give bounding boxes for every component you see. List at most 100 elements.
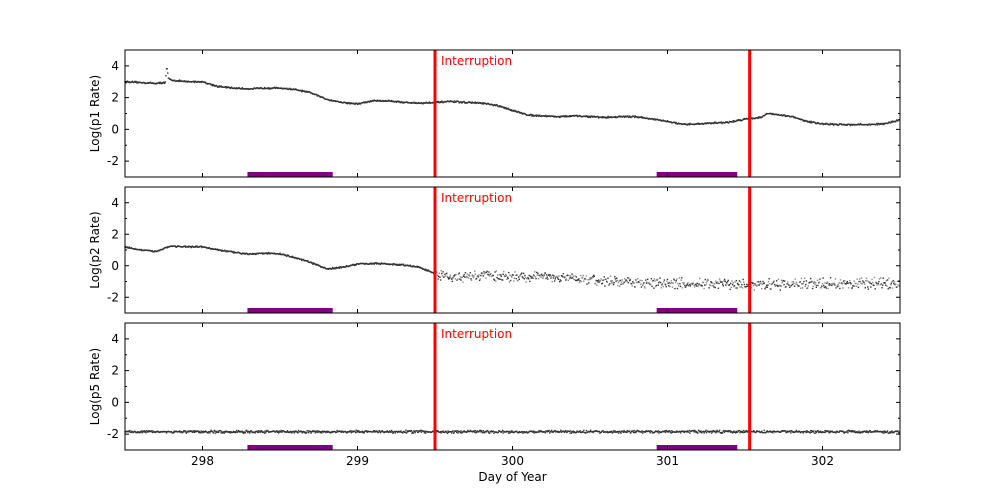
data-point <box>237 431 239 433</box>
data-point <box>867 124 869 126</box>
data-point <box>519 275 521 277</box>
data-point <box>511 430 514 432</box>
data-point <box>743 431 746 433</box>
data-point <box>792 116 795 118</box>
data-point <box>858 430 860 432</box>
data-point <box>379 431 382 434</box>
data-point <box>267 430 269 432</box>
data-point <box>793 285 796 287</box>
data-point <box>319 431 321 434</box>
data-point <box>589 116 592 119</box>
data-point <box>485 271 488 274</box>
data-point <box>664 283 667 286</box>
data-point <box>853 431 855 433</box>
data-point <box>689 285 692 287</box>
data-point <box>694 429 696 432</box>
data-point <box>891 431 894 434</box>
data-point <box>388 431 390 433</box>
data-point <box>438 100 440 103</box>
data-point <box>850 431 852 433</box>
data-point <box>157 82 159 85</box>
y-tick-label: 4 <box>111 332 119 346</box>
data-point <box>890 282 893 285</box>
data-point <box>697 432 699 434</box>
data-point <box>480 274 482 277</box>
data-point <box>197 430 199 433</box>
data-point <box>894 120 897 123</box>
data-point <box>743 429 745 432</box>
data-point <box>454 274 456 276</box>
data-point <box>134 247 136 250</box>
data-point <box>638 281 641 284</box>
data-point <box>168 77 170 80</box>
data-point <box>826 281 829 283</box>
data-point <box>348 430 351 433</box>
data-point <box>447 276 449 279</box>
data-point <box>469 430 471 433</box>
data-point <box>747 284 749 286</box>
data-point <box>572 275 574 277</box>
data-point <box>485 277 487 279</box>
data-point <box>348 102 351 104</box>
data-point <box>592 431 594 434</box>
data-point <box>864 287 866 289</box>
data-point <box>147 431 149 433</box>
data-point <box>846 430 848 432</box>
data-point <box>463 430 465 432</box>
data-point <box>214 430 216 432</box>
data-point <box>642 283 645 285</box>
data-point <box>457 273 460 276</box>
data-point <box>813 281 816 283</box>
data-point <box>130 246 132 249</box>
data-point <box>173 430 175 433</box>
data-point <box>648 430 651 433</box>
data-point <box>666 278 669 281</box>
data-point <box>741 287 744 289</box>
data-point <box>801 287 804 289</box>
data-point <box>635 431 637 434</box>
data-point <box>182 431 184 433</box>
data-point <box>739 281 742 283</box>
data-point <box>506 278 508 280</box>
data-point <box>891 281 893 283</box>
data-point <box>302 258 305 261</box>
data-point <box>633 429 635 432</box>
data-point <box>452 430 454 432</box>
data-point <box>628 279 631 282</box>
data-point <box>773 430 775 432</box>
data-point <box>341 430 344 433</box>
data-point <box>446 432 449 434</box>
data-point <box>620 283 622 285</box>
data-point <box>427 269 429 271</box>
data-point <box>859 280 862 283</box>
data-point <box>356 102 358 104</box>
data-point <box>681 287 684 289</box>
y-tick-label: 2 <box>111 364 119 378</box>
data-point <box>632 281 634 283</box>
data-point <box>636 281 638 284</box>
data-point <box>263 87 265 90</box>
data-point <box>412 432 414 434</box>
data-point <box>447 430 449 432</box>
data-point <box>810 431 813 434</box>
x-axis-label: Day of Year <box>478 470 546 484</box>
data-point <box>358 102 361 104</box>
data-point <box>544 432 547 434</box>
data-point <box>659 277 661 279</box>
data-point <box>725 281 728 284</box>
data-point <box>316 430 318 432</box>
data-point <box>863 283 866 285</box>
data-point <box>653 118 656 120</box>
data-point <box>742 278 744 281</box>
data-point <box>799 281 801 283</box>
data-point <box>805 430 807 433</box>
data-point <box>423 432 426 434</box>
data-point <box>142 430 145 432</box>
data-point <box>551 280 553 283</box>
data-point <box>361 431 363 433</box>
data-point <box>441 275 444 277</box>
data-point <box>338 267 341 269</box>
data-point <box>828 282 831 285</box>
data-point <box>475 277 478 280</box>
data-point <box>371 100 373 103</box>
